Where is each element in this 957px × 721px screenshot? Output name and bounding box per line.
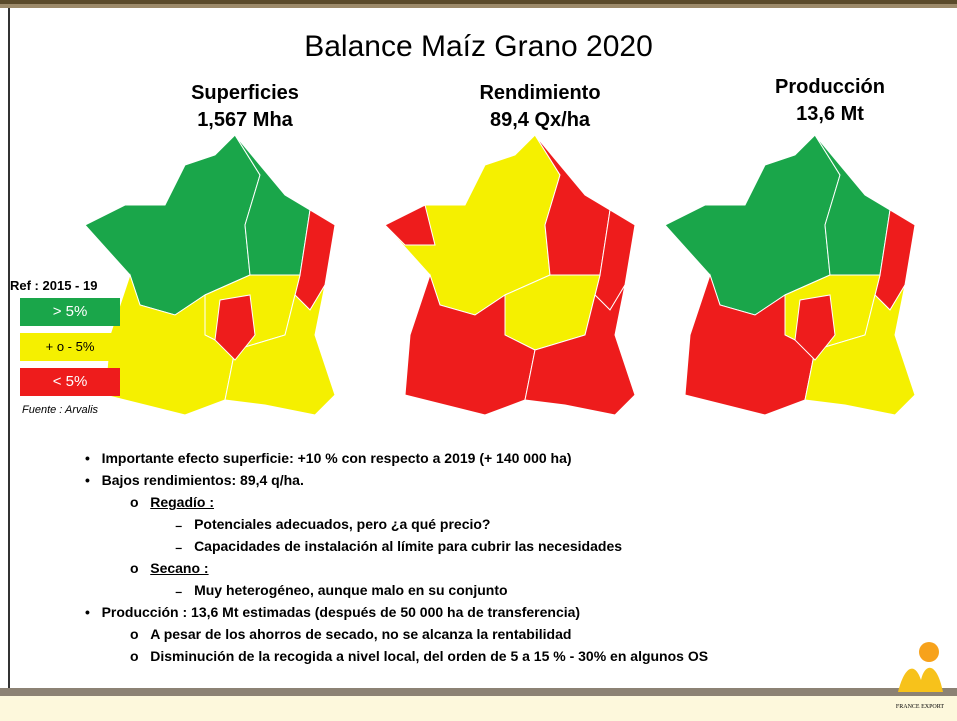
logo-text: FRANCE EXPORT [896, 704, 944, 710]
logo: FRANCE EXPORT [896, 642, 944, 710]
top-bar [0, 4, 957, 8]
bottom-bar [0, 688, 957, 696]
maps [84, 134, 916, 416]
sub-bullet: o Disminución de la recogida a nivel loc… [130, 648, 709, 664]
bullet: • Bajos rendimientos: 89,4 q/ha. [85, 472, 304, 488]
map-heading: Producción [774, 76, 885, 98]
sub-sub-bullet: ₋ Capacidades de instalación al límite p… [175, 538, 623, 554]
legend-item: > 5% [20, 298, 120, 326]
legend-item: + o - 5% [20, 333, 120, 361]
left-border [8, 8, 10, 721]
slide-title: Balance Maíz Grano 2020 [304, 30, 653, 63]
map-superficies [84, 134, 336, 416]
source: Fuente : Arvalis [22, 404, 99, 416]
bullet: • Importante efecto superficie: +10 % co… [85, 450, 572, 466]
map-value: 89,4 Qx/ha [489, 109, 591, 131]
map-heading: Rendimiento [479, 82, 601, 104]
legend-item: < 5% [20, 368, 120, 396]
map-value: 13,6 Mt [796, 103, 864, 125]
bullet: • Producción : 13,6 Mt estimadas (despué… [85, 604, 581, 620]
sub-bullet: o Regadío : [130, 494, 215, 510]
sub-sub-bullet: ₋ Potenciales adecuados, pero ¿a qué pre… [175, 516, 491, 532]
map-rendimiento [384, 134, 636, 416]
sub-sub-bullet: ₋ Muy heterogéneo, aunque malo en su con… [175, 582, 508, 598]
sub-bullet: o Secano : [130, 560, 209, 576]
legend-title: Ref : 2015 - 19 [10, 278, 98, 293]
footer-strip [0, 696, 957, 721]
top-bar [0, 0, 957, 4]
map-value: 1,567 Mha [197, 109, 293, 131]
map-heading: Superficies [191, 82, 299, 104]
sub-bullet: o A pesar de los ahorros de secado, no s… [130, 626, 572, 642]
map-produccion [664, 134, 916, 416]
